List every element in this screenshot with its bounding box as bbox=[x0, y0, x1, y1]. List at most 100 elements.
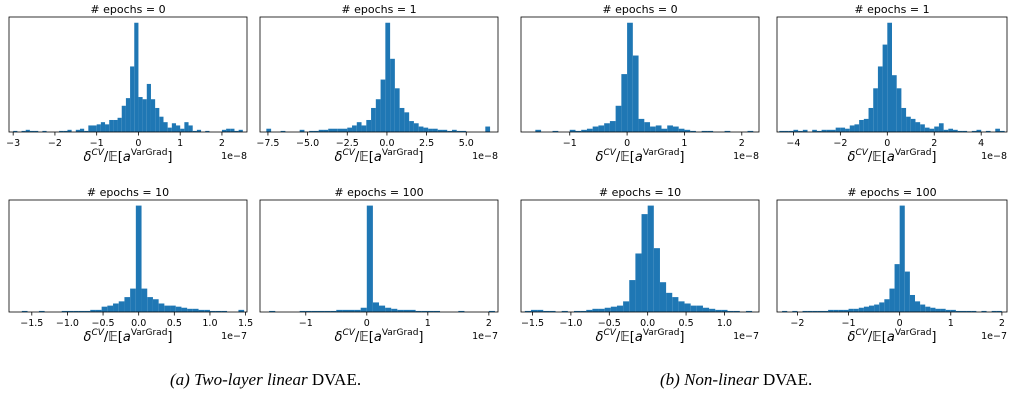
histogram-bar bbox=[29, 130, 35, 132]
x-tick-label: −1.5 bbox=[20, 318, 43, 329]
histogram-bar bbox=[838, 309, 844, 312]
histogram-bar bbox=[92, 125, 97, 132]
histogram-bar bbox=[159, 116, 164, 132]
histogram-bar bbox=[549, 310, 556, 312]
histogram-bar bbox=[904, 271, 910, 312]
histogram-bar bbox=[659, 282, 667, 312]
histogram-bar bbox=[971, 310, 977, 312]
histogram-bar bbox=[592, 308, 599, 312]
histogram-bar bbox=[409, 121, 414, 132]
caption-a-label: (a) bbox=[170, 370, 190, 389]
x-offset-text: 1e−7 bbox=[472, 331, 498, 342]
x-tick-label: 0 bbox=[135, 138, 141, 149]
histogram-bar bbox=[188, 125, 193, 132]
histogram-bar bbox=[655, 125, 662, 132]
histogram-bar bbox=[784, 130, 789, 132]
histogram-bar bbox=[859, 119, 864, 132]
histogram-bar bbox=[889, 288, 895, 312]
histogram-bar bbox=[342, 128, 348, 132]
histogram-bar bbox=[184, 122, 189, 132]
histogram-bar bbox=[385, 22, 391, 132]
histogram-bar bbox=[323, 129, 329, 132]
histogram-bar bbox=[442, 129, 448, 132]
histogram-bar bbox=[488, 310, 495, 312]
x-tick-label: −3 bbox=[6, 138, 20, 149]
histogram-bar bbox=[535, 129, 542, 132]
histogram-bar bbox=[793, 129, 799, 132]
histogram-bar bbox=[826, 129, 831, 132]
histogram-bar bbox=[667, 125, 673, 132]
histogram-bar bbox=[141, 288, 148, 312]
histogram-bar bbox=[234, 130, 239, 132]
histogram-bar bbox=[701, 130, 708, 132]
histogram-bar bbox=[727, 310, 734, 312]
histogram-bar bbox=[661, 128, 668, 132]
histogram-bar bbox=[404, 112, 410, 132]
x-tick-label: −1.0 bbox=[56, 318, 79, 329]
x-tick-label: 5.0 bbox=[459, 138, 474, 149]
histogram-bar bbox=[845, 128, 850, 132]
x-offset-text: 1e−7 bbox=[221, 331, 247, 342]
histogram-bar bbox=[205, 130, 210, 132]
histogram-bar bbox=[724, 130, 731, 132]
histogram-bar bbox=[849, 125, 855, 132]
histogram-bar bbox=[95, 309, 102, 312]
x-tick-label: 0 bbox=[624, 138, 630, 149]
histogram-bar bbox=[84, 130, 89, 132]
histogram-bar bbox=[635, 253, 642, 312]
x-tick-label: 1.0 bbox=[202, 318, 217, 329]
histogram-bar bbox=[421, 310, 428, 312]
histogram-bar bbox=[158, 303, 165, 312]
histogram-bar bbox=[792, 310, 798, 312]
histogram-bar bbox=[147, 297, 153, 312]
histogram-bar bbox=[347, 127, 353, 132]
histogram-bar bbox=[67, 310, 74, 312]
histogram-bar bbox=[418, 126, 424, 132]
histogram-bar bbox=[976, 129, 982, 132]
histogram-bar bbox=[269, 310, 276, 312]
histogram-bar bbox=[604, 307, 611, 312]
histogram-bar bbox=[843, 309, 849, 312]
histogram-bar bbox=[88, 125, 93, 132]
histogram-bar bbox=[869, 305, 875, 312]
histogram-bar bbox=[641, 214, 648, 312]
histogram-bar bbox=[920, 304, 926, 312]
histogram-bar bbox=[981, 310, 987, 312]
panel-7: # epochs = 10 −1.5 −1.0 −0.5 0.0 0.5 1.01e−7 δC… bbox=[520, 186, 760, 345]
histogram-bar bbox=[561, 310, 568, 312]
caption-b: (b) Non-linear DVAE. bbox=[660, 370, 812, 390]
panel-8: # epochs = 100 −2 −1 0 1 2 1e−7 δCV/𝔼[aVarGrad] bbox=[776, 186, 1008, 345]
histogram-bar bbox=[391, 308, 398, 312]
histogram-bar bbox=[672, 297, 679, 312]
histogram-bar bbox=[524, 310, 531, 312]
histogram-bar bbox=[34, 130, 39, 132]
histogram-bar bbox=[930, 307, 936, 312]
histogram-bar bbox=[999, 130, 1005, 132]
histogram-bar bbox=[955, 310, 961, 312]
histogram-bar bbox=[575, 130, 582, 132]
histogram-bar bbox=[342, 309, 349, 312]
histogram-bar bbox=[627, 22, 633, 132]
caption-b-suffix: DVAE. bbox=[762, 370, 813, 389]
histogram-bar bbox=[925, 306, 931, 312]
axes-frame bbox=[520, 199, 760, 313]
histogram-bar bbox=[892, 75, 897, 132]
x-tick-label: 0.5 bbox=[167, 318, 182, 329]
histogram-bar bbox=[966, 310, 972, 312]
histogram-bar bbox=[858, 307, 864, 312]
histogram-bar bbox=[604, 123, 610, 132]
histogram-bar bbox=[840, 127, 846, 132]
histogram-bar bbox=[807, 310, 813, 312]
x-tick-label: −2 bbox=[833, 138, 847, 149]
x-tick-label: −1 bbox=[90, 138, 104, 149]
histogram-bar bbox=[176, 125, 181, 132]
panel-title: # epochs = 0 bbox=[90, 3, 165, 16]
histogram-bar bbox=[610, 306, 617, 312]
histogram-bar bbox=[90, 309, 96, 312]
x-axis-label: δCV/𝔼[aVarGrad] bbox=[335, 328, 424, 345]
histogram-bar bbox=[427, 310, 434, 312]
histogram-bar bbox=[101, 306, 108, 312]
histogram-bar bbox=[623, 301, 630, 312]
histogram-bar bbox=[461, 130, 467, 132]
